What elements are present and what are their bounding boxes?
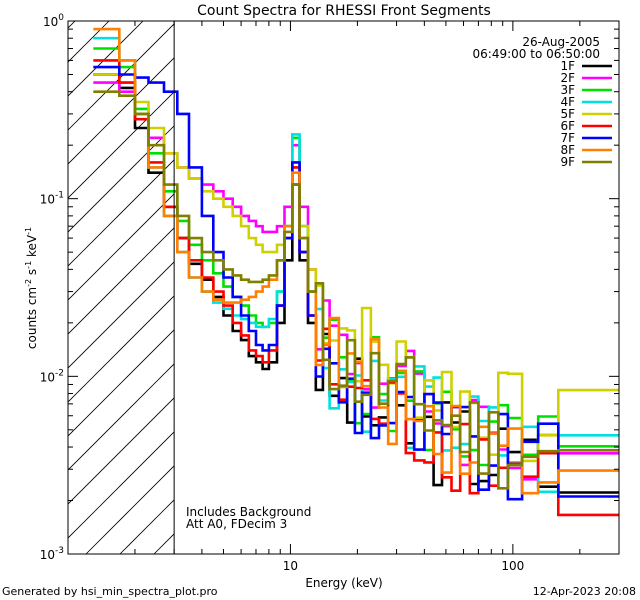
y-tick-base: 10 bbox=[40, 548, 55, 562]
x-tick-label-10: 10 bbox=[283, 559, 298, 573]
hatch-line bbox=[68, 227, 175, 335]
attenuator-note: Att A0, FDecim 3 bbox=[186, 517, 287, 531]
hatch-line bbox=[85, 465, 175, 554]
y-tick-base: 10 bbox=[40, 370, 55, 384]
svg-text:100: 100 bbox=[43, 13, 64, 29]
hatch-line bbox=[68, 21, 76, 29]
series-line-5F bbox=[93, 73, 619, 463]
y-tick-label-1e-1: 10-1 bbox=[40, 191, 64, 207]
legend-label-7F: 7F bbox=[560, 131, 575, 145]
background-note: Includes Background bbox=[186, 505, 311, 519]
x-axis-label: Energy (keV) bbox=[305, 576, 382, 590]
legend-label-6F: 6F bbox=[560, 119, 575, 133]
y-tick-label-1e0: 100 bbox=[43, 13, 64, 29]
hatch-line bbox=[68, 261, 175, 369]
x-tick-label-100: 100 bbox=[501, 559, 524, 573]
hatch-line bbox=[68, 23, 175, 131]
svg-text:10-3: 10-3 bbox=[40, 546, 64, 562]
y-axis-label: counts cm-2 s-1 keV-1 bbox=[24, 227, 39, 349]
footer-generated-by: Generated by hsi_min_spectra_plot.pro bbox=[2, 585, 218, 598]
hatch-line bbox=[68, 21, 144, 97]
y-tick-exp: 0 bbox=[58, 13, 64, 23]
series-line-6F bbox=[93, 59, 619, 517]
hatch-line bbox=[68, 431, 175, 539]
hatch-line bbox=[68, 57, 175, 165]
legend-label-9F: 9F bbox=[560, 155, 575, 169]
legend-label-5F: 5F bbox=[560, 107, 575, 121]
svg-text:10-2: 10-2 bbox=[40, 368, 64, 384]
legend-label-2F: 2F bbox=[560, 71, 575, 85]
y-tick-label-1e-3: 10-3 bbox=[40, 546, 64, 562]
hatch-line bbox=[68, 159, 175, 267]
series-lines bbox=[93, 27, 619, 517]
hatch-line bbox=[68, 193, 175, 301]
chart-title: Count Spectra for RHESSI Front Segments bbox=[197, 3, 491, 19]
y-tick-exp: -2 bbox=[55, 368, 64, 378]
time-range-label: 06:49:00 to 06:50:00 bbox=[473, 47, 600, 61]
axis-ticks bbox=[67, 21, 620, 555]
hatch-line bbox=[68, 363, 175, 471]
series-line-8F bbox=[93, 27, 619, 495]
y-tick-base: 10 bbox=[43, 15, 58, 29]
footer-timestamp: 12-Apr-2023 20:08 bbox=[533, 585, 636, 598]
y-tick-exp: -1 bbox=[55, 191, 64, 201]
legend-label-1F: 1F bbox=[560, 59, 575, 73]
legend-label-4F: 4F bbox=[560, 95, 575, 109]
legend-label-8F: 8F bbox=[560, 143, 575, 157]
y-tick-base: 10 bbox=[40, 193, 55, 207]
legend-label-3F: 3F bbox=[560, 83, 575, 97]
hatch-line bbox=[68, 397, 175, 505]
svg-text:10-1: 10-1 bbox=[40, 191, 64, 207]
series-line-9F bbox=[93, 90, 619, 490]
plot-frame bbox=[67, 20, 620, 555]
background-hatched-region bbox=[68, 21, 175, 554]
y-tick-exp: -3 bbox=[55, 546, 64, 556]
y-tick-label-1e-2: 10-2 bbox=[40, 368, 64, 384]
hatch-line bbox=[68, 295, 175, 403]
date-label: 26-Aug-2005 bbox=[522, 35, 600, 49]
